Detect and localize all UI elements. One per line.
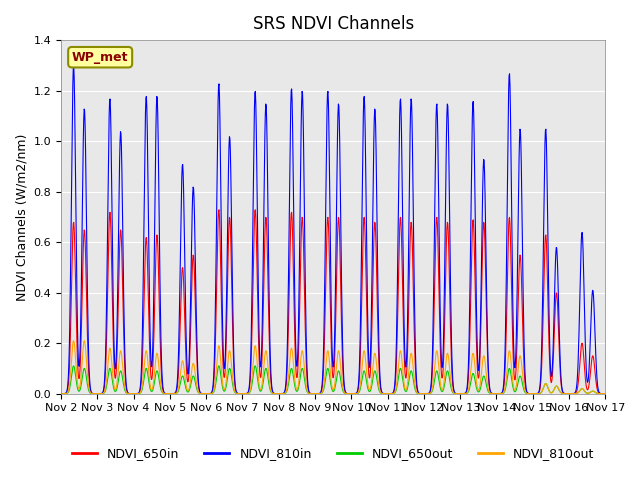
Title: SRS NDVI Channels: SRS NDVI Channels (253, 15, 414, 33)
Legend: NDVI_650in, NDVI_810in, NDVI_650out, NDVI_810out: NDVI_650in, NDVI_810in, NDVI_650out, NDV… (67, 442, 600, 465)
Text: WP_met: WP_met (72, 51, 129, 64)
Y-axis label: NDVI Channels (W/m2/nm): NDVI Channels (W/m2/nm) (15, 133, 28, 300)
